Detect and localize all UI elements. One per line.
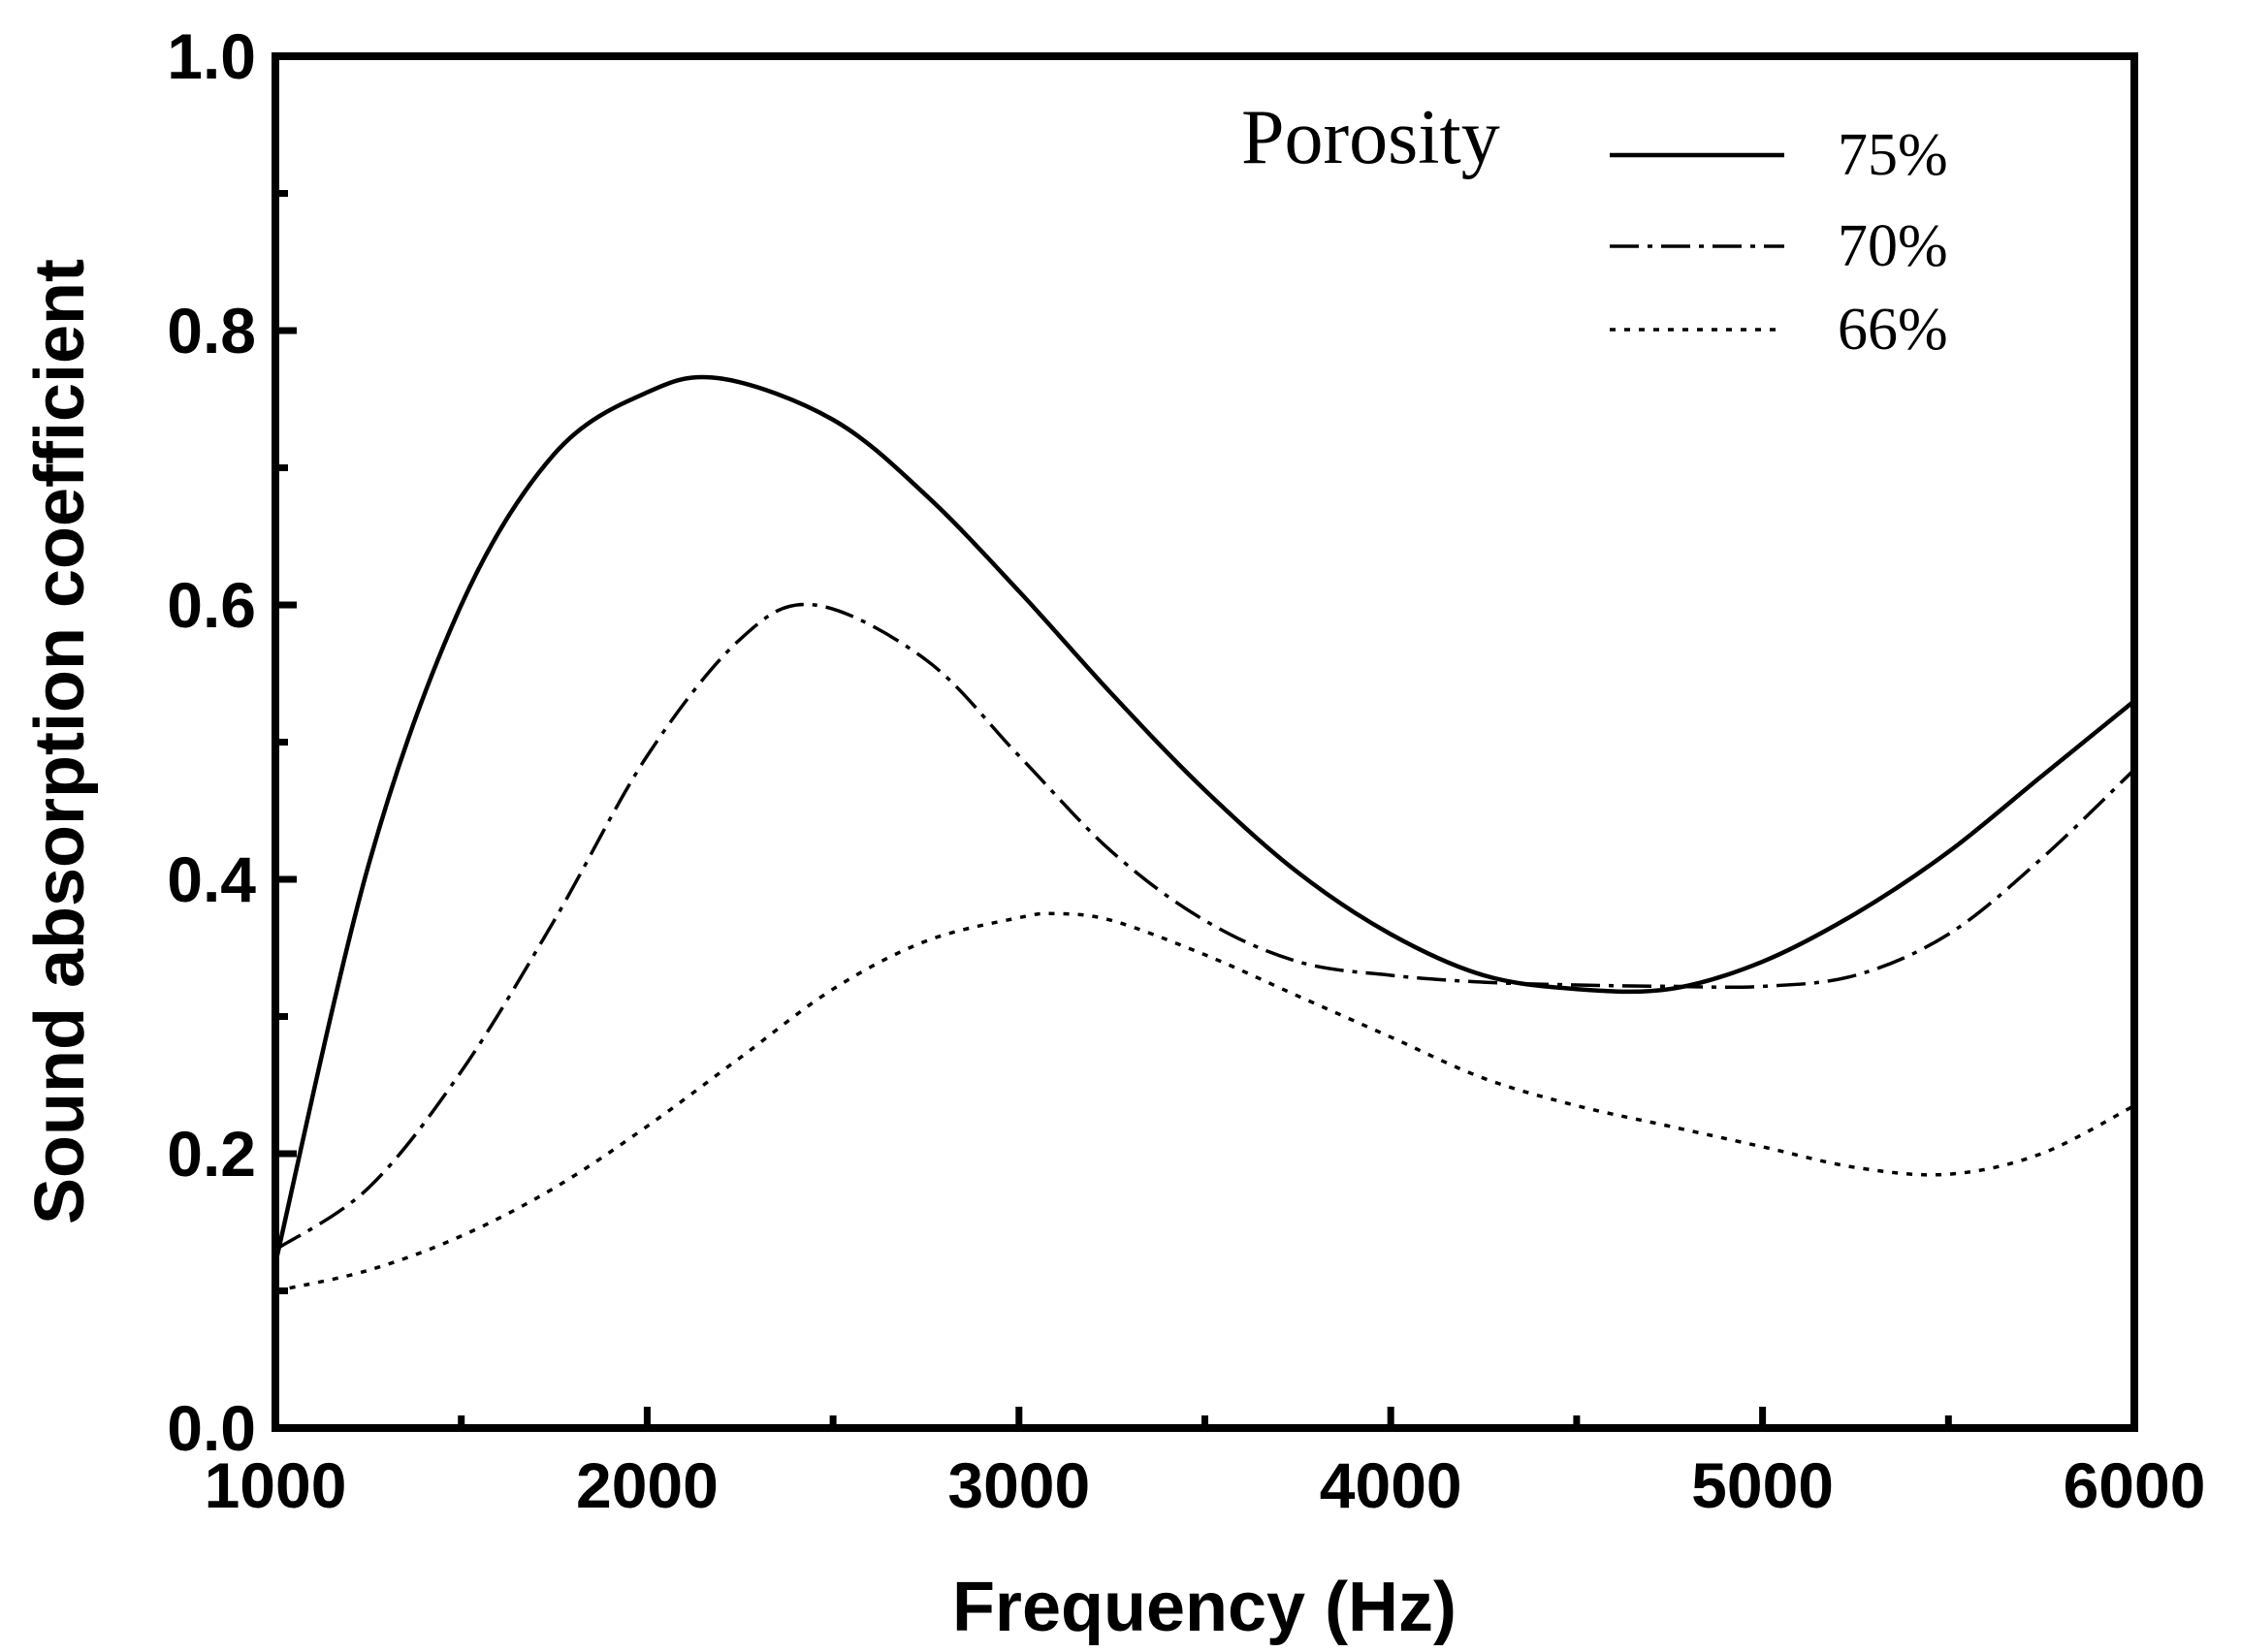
series-line-66pct xyxy=(274,911,2135,1293)
x-tick-label: 1000 xyxy=(205,1449,347,1521)
series-line-75pct xyxy=(272,374,2136,1264)
axis-tick-labels: 1000 2000 3000 4000 5000 6000 0.0 0.2 0.4 0.6 0.8 1… xyxy=(167,20,2205,1521)
x-tick-label: 4000 xyxy=(1320,1449,1462,1521)
y-tick-label: 1.0 xyxy=(167,20,256,92)
legend-label: 75% xyxy=(1838,122,1948,188)
x-tick-label: 6000 xyxy=(2064,1449,2206,1521)
y-tick-label: 0.0 xyxy=(167,1392,256,1464)
legend-label: 66% xyxy=(1838,297,1948,363)
y-tick-label: 0.4 xyxy=(167,843,256,915)
legend-title: Porosity xyxy=(1241,95,1500,180)
series-line-70pct xyxy=(274,602,2136,1252)
x-tick-label: 5000 xyxy=(1691,1449,1834,1521)
series-lines xyxy=(272,374,2136,1293)
x-tick-label: 2000 xyxy=(576,1449,719,1521)
legend-label: 70% xyxy=(1838,213,1948,279)
y-axis-title: Sound absorption coefficient xyxy=(21,259,99,1224)
y-tick-label: 0.6 xyxy=(167,569,256,641)
legend: Porosity 75% 70% 66% xyxy=(1241,95,1948,363)
x-axis-title: Frequency (Hz) xyxy=(952,1569,1457,1646)
y-tick-label: 0.8 xyxy=(167,295,256,366)
axis-ticks xyxy=(272,52,2138,1432)
legend-entries: 75% 70% 66% xyxy=(1610,122,1948,363)
x-tick-label: 3000 xyxy=(947,1449,1090,1521)
y-tick-label: 0.2 xyxy=(167,1118,256,1190)
